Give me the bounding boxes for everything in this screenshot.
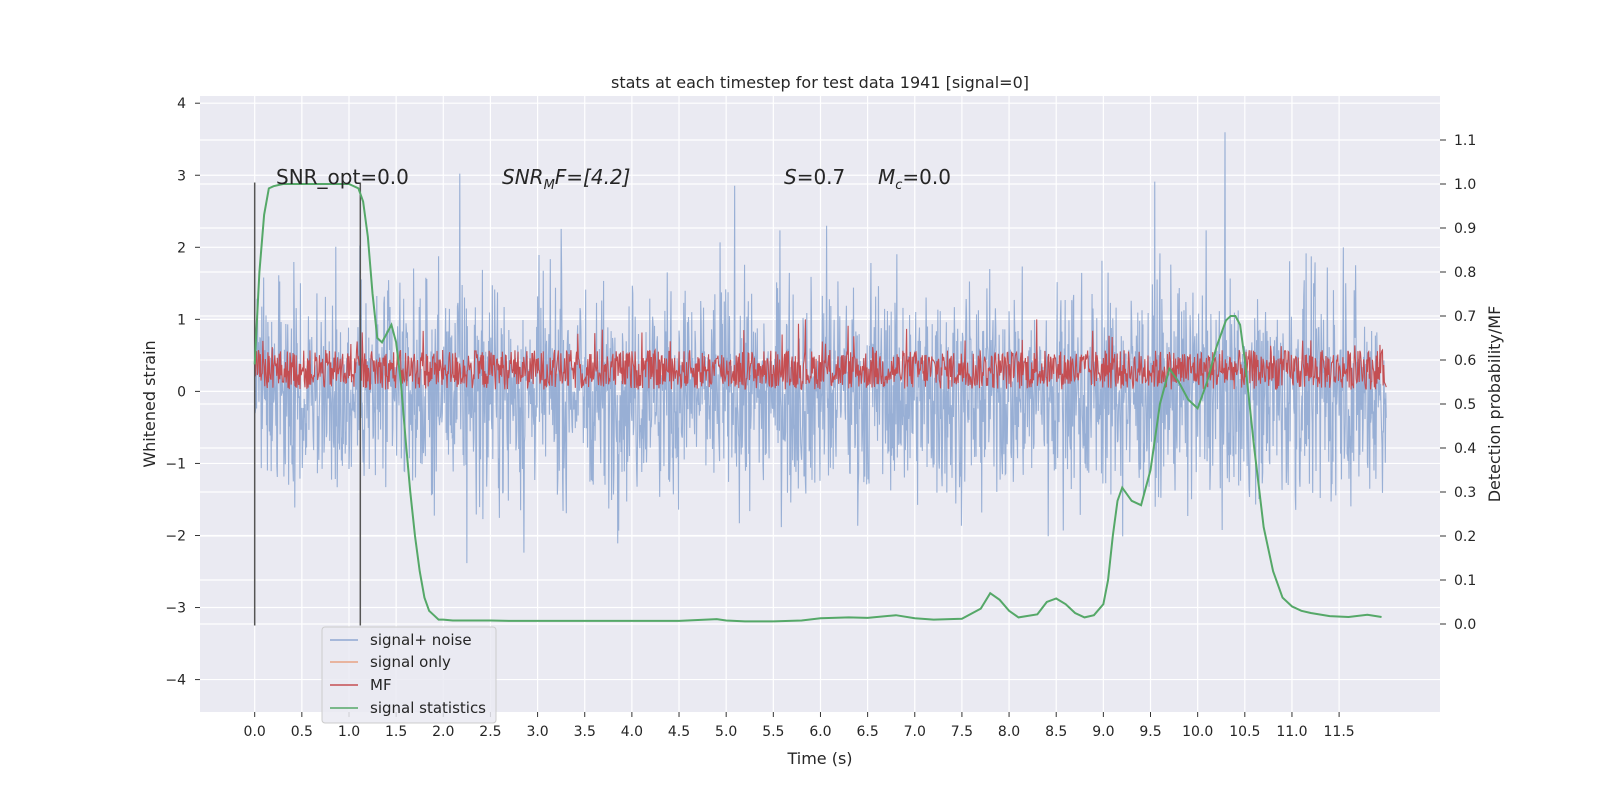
x-tick-label: 10.5: [1229, 724, 1260, 740]
annotation-s: S=0.7: [784, 165, 845, 189]
y-tick-label: −2: [165, 528, 186, 544]
x-tick-label: 10.0: [1182, 724, 1213, 740]
annotation-mc: Mc=0.0: [878, 165, 951, 193]
y2-tick-label: 0.0: [1454, 617, 1476, 633]
y2-tick-label: 0.7: [1454, 309, 1476, 325]
x-tick-label: 5.0: [715, 724, 737, 740]
x-axis-ticks: 0.0 0.5 1.0 1.5 2.0 2.5 3.0 3.5 4.0 4.5 5.0 5.5 6.0 6…: [244, 712, 1355, 740]
y-tick-label: 1: [177, 312, 186, 328]
y-tick-label: −1: [165, 456, 186, 472]
x-tick-label: 2.5: [479, 724, 501, 740]
x-tick-label: 8.0: [998, 724, 1020, 740]
legend: signal+ noise signal only MF signal stat…: [321, 626, 497, 724]
legend-label-noise: signal+ noise: [370, 631, 472, 649]
annotation-s-main: S: [784, 165, 797, 189]
legend-box: [321, 626, 497, 724]
y-tick-label: −4: [165, 673, 186, 689]
x-tick-label: 6.5: [856, 724, 878, 740]
y2-tick-label: 0.8: [1454, 265, 1476, 281]
x-tick-label: 7.0: [904, 724, 926, 740]
x-tick-label: 6.0: [809, 724, 831, 740]
signal-statistics-series: [253, 183, 1382, 623]
y2-tick-label: 0.5: [1454, 397, 1476, 413]
annotation-s-rest: =0.7: [797, 165, 846, 189]
x-tick-label: 0.0: [244, 724, 266, 740]
annotation-mc-rest: =0.0: [902, 165, 951, 189]
chart-title: stats at each timestep for test data 194…: [611, 73, 1029, 92]
annotation-snr-mf-sub: M: [544, 178, 555, 193]
y-tick-label: 3: [177, 168, 186, 184]
x-tick-label: 2.0: [432, 724, 454, 740]
x-tick-label: 7.5: [951, 724, 973, 740]
y2-tick-label: 0.3: [1454, 485, 1476, 501]
signal-statistics-line: [253, 183, 1382, 623]
y-axis-label: Whitened strain: [140, 340, 159, 467]
annotation-snr-opt: SNR_opt=0.0: [276, 165, 409, 189]
x-axis-label: Time (s): [786, 749, 852, 768]
y-tick-label: 2: [177, 240, 186, 256]
x-tick-label: 5.5: [762, 724, 784, 740]
annotation-snr-mf-rest: F=[4.2]: [555, 165, 631, 189]
y-axis-ticks: 4 3 2 1 0 −1 −2 −3 −4: [165, 96, 200, 689]
annotation-snr-mf-main: SNR: [502, 165, 544, 189]
y2-tick-label: 0.4: [1454, 441, 1476, 457]
legend-label-mf: MF: [370, 676, 392, 694]
y2-axis-label: Detection probability/MF: [1485, 306, 1504, 503]
x-tick-label: 1.0: [338, 724, 360, 740]
legend-label-stats: signal statistics: [370, 699, 486, 717]
x-tick-label: 9.0: [1092, 724, 1114, 740]
y2-tick-label: 1.1: [1454, 133, 1476, 149]
annotations: SNR_opt=0.0 SNRMF=[4.2] S=0.7 Mc=0.0: [276, 165, 951, 193]
x-tick-label: 11.5: [1324, 724, 1355, 740]
x-tick-label: 8.5: [1045, 724, 1067, 740]
y2-tick-label: 1.0: [1454, 177, 1476, 193]
legend-label-signal-only: signal only: [370, 653, 451, 671]
x-tick-label: 0.5: [291, 724, 313, 740]
y2-tick-label: 0.2: [1454, 529, 1476, 545]
x-tick-label: 9.5: [1139, 724, 1161, 740]
y2-tick-label: 0.1: [1454, 573, 1476, 589]
mf-series: [254, 319, 1387, 391]
x-tick-label: 3.5: [574, 724, 596, 740]
y2-tick-label: 0.6: [1454, 353, 1476, 369]
y2-tick-label: 0.9: [1454, 221, 1476, 237]
mf-line: [254, 319, 1387, 391]
y-tick-label: 4: [177, 96, 186, 112]
x-tick-label: 4.0: [621, 724, 643, 740]
annotation-mc-sub: c: [895, 178, 902, 193]
y-tick-label: −3: [165, 601, 186, 617]
x-tick-label: 3.0: [526, 724, 548, 740]
x-tick-label: 4.5: [668, 724, 690, 740]
x-tick-label: 11.0: [1276, 724, 1307, 740]
y2-axis-ticks: 1.1 1.0 0.9 0.8 0.7 0.6 0.5 0.4 0.3 0.2 0.1 0.0: [1440, 133, 1476, 633]
y-tick-label: 0: [177, 384, 186, 400]
annotation-mc-main: M: [878, 165, 895, 189]
annotation-snr-mf: SNRMF=[4.2]: [502, 165, 630, 193]
x-tick-label: 1.5: [385, 724, 407, 740]
vertical-markers: [253, 182, 362, 626]
